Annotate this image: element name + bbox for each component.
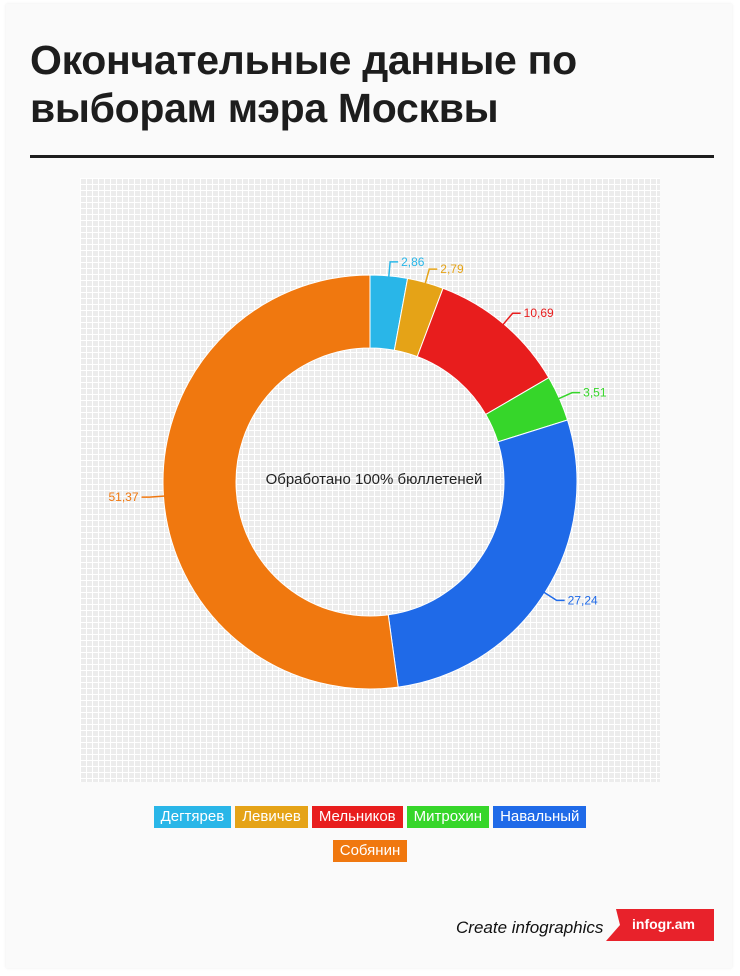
data-label-5: 27,24 [568, 593, 598, 607]
legend-item-1[interactable]: Дегтярев [153, 806, 232, 828]
data-label-1: 2,86 [401, 255, 425, 269]
legend-item-3[interactable]: Мельников [311, 806, 403, 828]
data-label-2: 2,79 [440, 262, 464, 276]
data-label-3: 10,69 [524, 306, 554, 320]
page-title: Окончательные данные по выборам мэра Мос… [30, 37, 577, 131]
chart-legend: Дегтярев Левичев Мельников Митрохин Навальны… [80, 806, 660, 862]
leader-line-3 [501, 312, 521, 326]
leader-line-4 [557, 391, 581, 400]
data-label-4: 3,51 [583, 386, 607, 400]
leader-line-5 [542, 591, 565, 602]
leader-line-6 [141, 495, 166, 498]
leader-line-2 [424, 268, 438, 285]
legend-item-2[interactable]: Левичев [235, 806, 308, 828]
donut-slice-6[interactable] [162, 274, 399, 690]
legend-item-6[interactable]: Собянин [332, 840, 408, 862]
donut-center-label: Обработано 100% бюллетеней [265, 471, 483, 488]
brand-badge-shape [606, 909, 714, 941]
legend-item-4[interactable]: Митрохин [406, 806, 490, 828]
legend-item-5[interactable]: Навальный [493, 806, 587, 828]
leader-line-1 [387, 261, 399, 278]
footer-text[interactable]: Create infographics [456, 918, 604, 937]
infogram-logo[interactable]: infogr.am [606, 909, 714, 941]
brand-name: infogr.am [632, 916, 696, 932]
data-label-6: 51,37 [108, 490, 138, 504]
donut-slice-5[interactable] [387, 419, 578, 688]
title-divider [30, 155, 714, 158]
